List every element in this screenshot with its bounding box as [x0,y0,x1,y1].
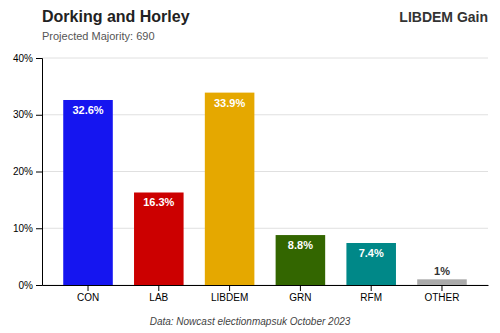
x-tick: LAB [149,285,168,303]
source-note: Data: Nowcast electionmapsuk October 202… [150,316,351,327]
x-tick-mark [88,285,89,291]
y-axis: 0% 10% 20% 30% 40% [13,53,43,291]
x-tick-label: GRN [289,292,311,303]
data-labels: 32.6% 16.3% 33.9% 8.8% 7.4% 1% [72,97,450,278]
grid [42,58,488,285]
bars [63,93,467,285]
x-tick: GRN [289,285,311,303]
x-axis: CON LAB LIBDEM GRN RFM OTHER [43,285,489,303]
y-tick: 30% [13,109,42,120]
y-tick-label: 0% [19,280,34,291]
bar [63,100,113,285]
data-label: 7.4% [359,247,384,259]
x-tick: OTHER [424,285,459,303]
y-tick-mark [36,228,42,229]
plot: 0% 10% 20% 30% 40% CON LAB LIBDEM GRN RFM OTHER 32.… [13,53,489,303]
x-tick-mark [300,285,301,291]
data-label: 8.8% [288,239,313,251]
y-tick: 0% [19,280,42,291]
x-axis-line [43,285,489,286]
y-tick-mark [36,172,42,173]
bar [134,192,184,285]
subtitle: Projected Majority: 690 [42,30,155,42]
y-tick: 20% [13,166,42,177]
x-tick-mark [158,285,159,291]
chart: Dorking and Horley Projected Majority: 69… [0,0,500,333]
bar [346,243,396,285]
x-tick-mark [229,285,230,291]
y-tick-mark [36,58,42,59]
y-axis-line [36,59,43,286]
x-tick: RFM [360,285,382,303]
x-tick-label: CON [77,292,99,303]
y-tick-label: 30% [13,109,33,120]
x-tick-mark [441,285,442,291]
x-tick-label: RFM [360,292,382,303]
x-tick-label: OTHER [424,292,459,303]
x-tick-mark [371,285,372,291]
bar [417,279,467,285]
grid-line [42,58,488,59]
x-tick: LIBDEM [211,285,248,303]
y-tick: 40% [13,53,42,64]
y-tick-mark [36,115,42,116]
title: Dorking and Horley [42,8,190,25]
result-annotation: LIBDEM Gain [399,9,488,25]
data-label: 32.6% [72,104,103,116]
y-tick-label: 40% [13,53,33,64]
y-tick-mark [36,285,42,286]
x-tick: CON [77,285,99,303]
bar [205,93,255,285]
bar [276,235,326,285]
data-label: 33.9% [214,97,245,109]
data-label: 16.3% [143,196,174,208]
y-tick-label: 20% [13,166,33,177]
data-label: 1% [434,265,450,277]
y-tick-label: 10% [13,223,33,234]
y-tick: 10% [13,223,42,234]
x-tick-label: LIBDEM [211,292,248,303]
x-tick-label: LAB [149,292,168,303]
